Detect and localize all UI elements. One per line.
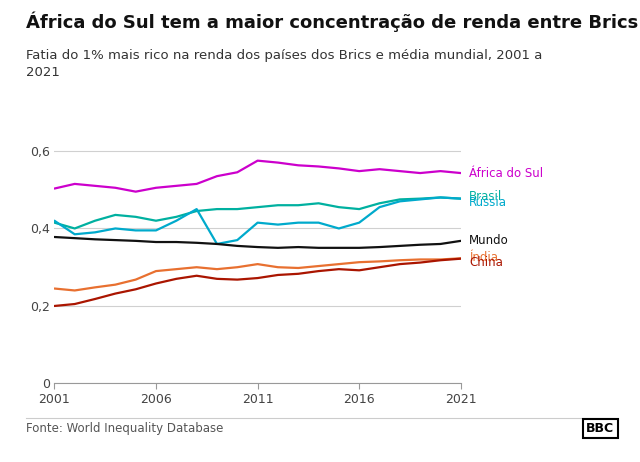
Text: Fonte: World Inequality Database: Fonte: World Inequality Database	[26, 422, 223, 435]
Text: China: China	[469, 256, 503, 269]
Text: África do Sul tem a maior concentração de renda entre Brics: África do Sul tem a maior concentração d…	[26, 12, 638, 32]
Text: Rússia: Rússia	[469, 195, 507, 209]
Text: BBC: BBC	[586, 422, 614, 435]
Text: Brasil: Brasil	[469, 190, 502, 203]
Text: Mundo: Mundo	[469, 234, 509, 247]
Text: Índia: Índia	[469, 251, 498, 264]
Text: África do Sul: África do Sul	[469, 167, 543, 180]
Text: Fatia do 1% mais rico na renda dos países dos Brics e média mundial, 2001 a
2021: Fatia do 1% mais rico na renda dos paíse…	[26, 49, 542, 79]
